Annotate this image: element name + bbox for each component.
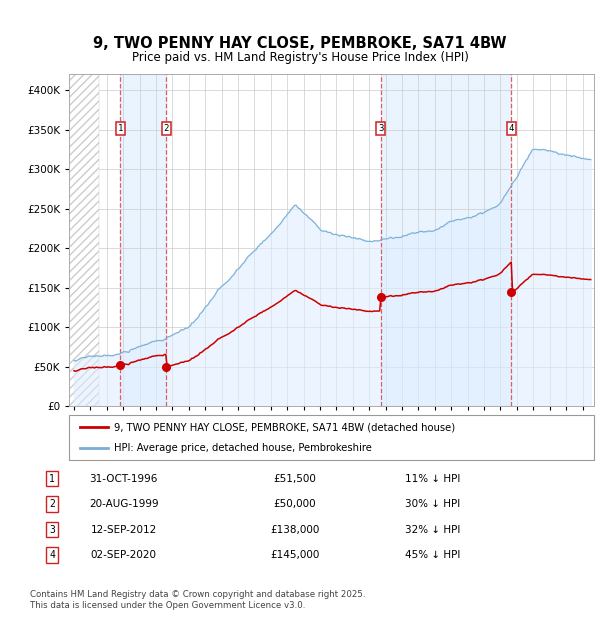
Text: 32% ↓ HPI: 32% ↓ HPI [405, 525, 461, 534]
Text: £50,000: £50,000 [274, 499, 316, 509]
Text: 3: 3 [49, 525, 55, 534]
Text: 2: 2 [164, 123, 169, 133]
Text: This data is licensed under the Open Government Licence v3.0.: This data is licensed under the Open Gov… [30, 601, 305, 611]
Text: HPI: Average price, detached house, Pembrokeshire: HPI: Average price, detached house, Pemb… [113, 443, 371, 453]
FancyBboxPatch shape [69, 415, 594, 460]
Text: 1: 1 [118, 123, 123, 133]
Bar [69, 74, 98, 406]
Text: 30% ↓ HPI: 30% ↓ HPI [406, 499, 461, 509]
Text: 45% ↓ HPI: 45% ↓ HPI [405, 550, 461, 560]
Text: 2: 2 [49, 499, 55, 509]
Text: 3: 3 [378, 123, 383, 133]
Text: £51,500: £51,500 [274, 474, 316, 484]
Text: 4: 4 [49, 550, 55, 560]
Text: Contains HM Land Registry data © Crown copyright and database right 2025.: Contains HM Land Registry data © Crown c… [30, 590, 365, 600]
Text: 12-SEP-2012: 12-SEP-2012 [91, 525, 157, 534]
Text: £138,000: £138,000 [270, 525, 320, 534]
Text: 02-SEP-2020: 02-SEP-2020 [91, 550, 157, 560]
Text: Price paid vs. HM Land Registry's House Price Index (HPI): Price paid vs. HM Land Registry's House … [131, 51, 469, 64]
Text: 11% ↓ HPI: 11% ↓ HPI [405, 474, 461, 484]
Text: 1: 1 [49, 474, 55, 484]
Text: 4: 4 [509, 123, 514, 133]
Bar [121, 74, 166, 406]
Text: 9, TWO PENNY HAY CLOSE, PEMBROKE, SA71 4BW: 9, TWO PENNY HAY CLOSE, PEMBROKE, SA71 4… [93, 36, 507, 51]
Text: 31-OCT-1996: 31-OCT-1996 [89, 474, 158, 484]
Text: £145,000: £145,000 [270, 550, 320, 560]
Text: 20-AUG-1999: 20-AUG-1999 [89, 499, 158, 509]
Text: 9, TWO PENNY HAY CLOSE, PEMBROKE, SA71 4BW (detached house): 9, TWO PENNY HAY CLOSE, PEMBROKE, SA71 4… [113, 422, 455, 432]
Bar [381, 74, 511, 406]
